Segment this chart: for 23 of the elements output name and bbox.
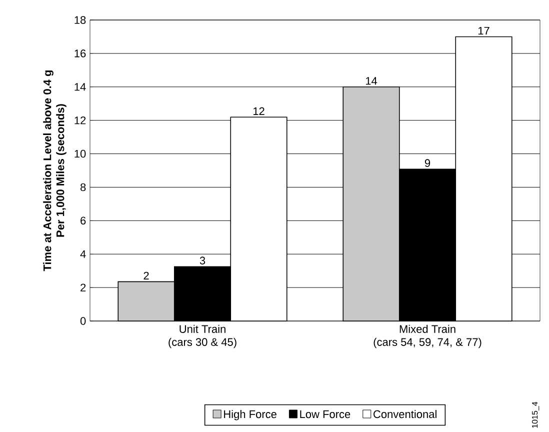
- data-label: 2: [144, 272, 149, 280]
- y-tick-label: 10: [74, 150, 86, 158]
- data-label: 17: [478, 26, 490, 35]
- legend-label: Conventional: [374, 410, 436, 418]
- y-tick-label: 14: [74, 83, 86, 91]
- y-tick-label: 4: [80, 250, 86, 258]
- x-tick-label: Unit Train (cars 30 & 45): [168, 324, 236, 348]
- y-tick-label: 16: [74, 50, 86, 58]
- y-tick-label: 8: [80, 183, 86, 192]
- y-tick-label: 0: [80, 317, 86, 325]
- legend-label: Low Force: [300, 410, 350, 418]
- data-label: 14: [366, 77, 378, 85]
- y-tick-label: 18: [74, 16, 86, 24]
- y-tick-label: 6: [80, 216, 86, 225]
- data-label: 9: [424, 159, 430, 167]
- y-tick-label: 2: [80, 284, 86, 292]
- y-axis-title: Time at Acceleration Level above 0.4 g Per 1,000 Miles (seconds): [43, 70, 66, 272]
- data-label: 3: [200, 256, 206, 264]
- text: 1015_4: [532, 402, 540, 428]
- legend-label: High Force: [224, 410, 276, 420]
- y-tick-label: 12: [74, 116, 86, 124]
- x-tick-label: Mixed Train (cars 54, 59, 74, & 77): [374, 324, 482, 348]
- data-label: 12: [253, 107, 264, 115]
